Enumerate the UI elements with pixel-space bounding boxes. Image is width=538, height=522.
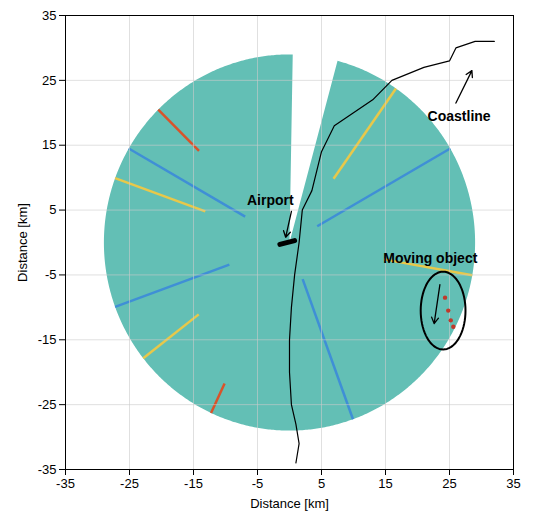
svg-text:-5: -5: [252, 476, 264, 491]
svg-text:15: 15: [378, 476, 392, 491]
svg-text:15: 15: [42, 137, 56, 152]
svg-text:Coastline: Coastline: [428, 108, 491, 124]
svg-text:Airport: Airport: [247, 192, 294, 208]
svg-text:25: 25: [442, 476, 456, 491]
svg-text:5: 5: [49, 202, 56, 217]
svg-text:-15: -15: [184, 476, 203, 491]
svg-text:Moving object: Moving object: [383, 250, 477, 266]
svg-text:35: 35: [506, 476, 520, 491]
svg-text:-35: -35: [38, 462, 57, 477]
svg-text:Distance [km]: Distance [km]: [250, 496, 329, 511]
svg-text:25: 25: [42, 73, 56, 88]
svg-text:35: 35: [42, 8, 56, 23]
svg-text:-25: -25: [120, 476, 139, 491]
svg-text:-15: -15: [38, 332, 57, 347]
svg-text:-5: -5: [45, 267, 57, 282]
svg-text:Distance [km]: Distance [km]: [15, 203, 30, 282]
svg-text:5: 5: [318, 476, 325, 491]
svg-text:-35: -35: [56, 476, 75, 491]
svg-text:-25: -25: [38, 397, 57, 412]
